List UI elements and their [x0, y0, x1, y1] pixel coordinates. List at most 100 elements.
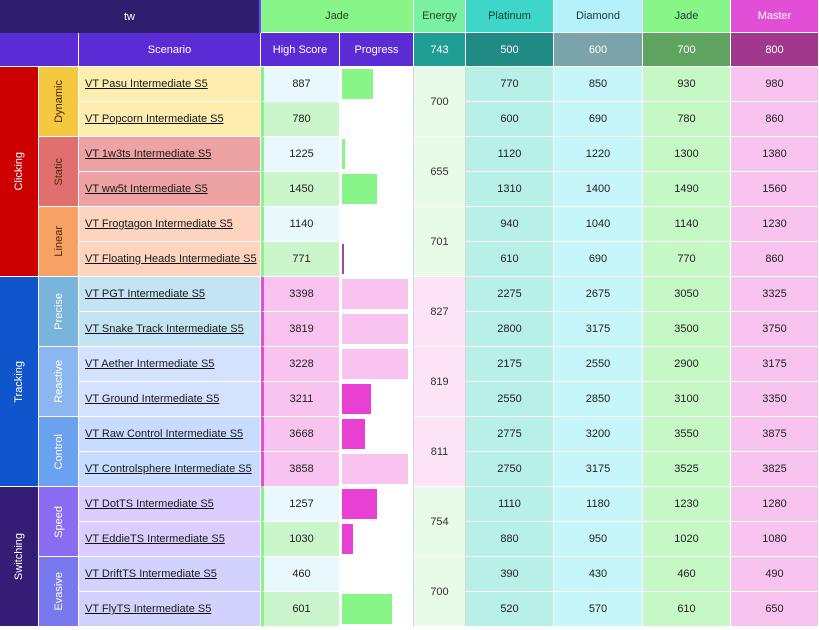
threshold-value: 950	[588, 533, 608, 545]
scenario-link[interactable]: VT Snake Track Intermediate S5	[79, 312, 261, 347]
rank-energy: 500	[500, 43, 519, 56]
scenario-link[interactable]: VT FlyTS Intermediate S5	[79, 592, 261, 627]
rank-threshold-1: 690	[554, 102, 643, 137]
rank-threshold-2: 1230	[643, 487, 731, 522]
progress-cell	[340, 522, 414, 557]
progress-cell	[340, 382, 414, 417]
scenario-link[interactable]: VT Frogtagon Intermediate S5	[79, 207, 261, 242]
scenario-label: Scenario	[147, 43, 192, 56]
subcategory-label: Linear	[52, 226, 65, 257]
category-clicking: Clicking	[0, 67, 39, 277]
scenario-link[interactable]: VT Controlsphere Intermediate S5	[79, 452, 261, 487]
threshold-value: 930	[677, 78, 696, 90]
progress-cell	[340, 487, 414, 522]
rank-threshold-3: 860	[731, 102, 819, 137]
threshold-value: 980	[765, 78, 784, 90]
threshold-value: 770	[500, 78, 519, 90]
scenario-link[interactable]: VT PGT Intermediate S5	[79, 277, 261, 312]
scenario-link[interactable]: VT Popcorn Intermediate S5	[79, 102, 261, 137]
rank-threshold-1: 3175	[554, 452, 643, 487]
subcategory-label: Reactive	[52, 360, 65, 403]
rank-threshold-2: 610	[643, 592, 731, 627]
scenario-link[interactable]: VT DriftTS Intermediate S5	[79, 557, 261, 592]
threshold-value: 1560	[762, 183, 787, 195]
high-score-value: 780	[292, 113, 311, 125]
energy-total: 743	[430, 43, 449, 56]
rank-threshold-2: 460	[643, 557, 731, 592]
high-score-column-header: High Score	[261, 33, 340, 67]
scenario-link[interactable]: VT ww5t Intermediate S5	[79, 172, 261, 207]
threshold-value: 2275	[497, 288, 522, 300]
subcategory-reactive: Reactive	[39, 347, 79, 417]
threshold-value: 1140	[674, 218, 699, 230]
rank-threshold-1: 1400	[554, 172, 643, 207]
rank-threshold-3: 3875	[731, 417, 819, 452]
rank-threshold-1: 430	[554, 557, 643, 592]
threshold-value: 3325	[762, 288, 787, 300]
threshold-value: 1230	[674, 498, 699, 510]
rank-threshold-1: 1040	[554, 207, 643, 242]
rank-threshold-2: 780	[643, 102, 731, 137]
rank-threshold-1: 2850	[554, 382, 643, 417]
scenario-link[interactable]: VT 1w3ts Intermediate S5	[79, 137, 261, 172]
rank-threshold-3: 3750	[731, 312, 819, 347]
scenario-link[interactable]: VT Ground Intermediate S5	[79, 382, 261, 417]
threshold-value: 650	[765, 603, 784, 615]
high-score-value: 1257	[289, 498, 314, 510]
rank-name: Master	[757, 10, 792, 22]
scenario-link[interactable]: VT Aether Intermediate S5	[79, 347, 261, 382]
scenario-link[interactable]: VT EddieTS Intermediate S5	[79, 522, 261, 557]
progress-bar	[342, 384, 371, 414]
rank-threshold-3: 3175	[731, 347, 819, 382]
energy-value: 754	[430, 515, 449, 528]
subcategory-energy: 811	[414, 417, 466, 487]
rank-threshold-2: 3100	[643, 382, 731, 417]
scenario-link[interactable]: VT DotTS Intermediate S5	[79, 487, 261, 522]
high-score-value: 3398	[289, 288, 314, 300]
rank-threshold-0: 520	[466, 592, 554, 627]
threshold-value: 880	[500, 533, 519, 545]
high-score-value: 3211	[289, 393, 314, 405]
scenario-name: VT FlyTS Intermediate S5	[85, 603, 212, 615]
subcategory-energy: 701	[414, 207, 466, 277]
rank-threshold-1: 3175	[554, 312, 643, 347]
scenario-link[interactable]: VT Floating Heads Intermediate S5	[79, 242, 261, 277]
scenario-name: VT Pasu Intermediate S5	[85, 78, 208, 90]
threshold-value: 2900	[674, 358, 699, 370]
current-rank-header: Jade	[261, 0, 414, 33]
subcategory-label: Dynamic	[52, 80, 65, 123]
scenario-name: VT PGT Intermediate S5	[85, 288, 206, 300]
threshold-value: 1220	[585, 148, 611, 160]
threshold-value: 770	[677, 253, 696, 265]
subcategory-evasive: Evasive	[39, 557, 79, 627]
header-spacer	[0, 33, 79, 67]
rank-threshold-0: 390	[466, 557, 554, 592]
scenario-name: VT Controlsphere Intermediate S5	[85, 463, 252, 475]
rank-threshold-0: 2800	[466, 312, 554, 347]
threshold-value: 3825	[762, 463, 787, 475]
scenario-link[interactable]: VT Pasu Intermediate S5	[79, 67, 261, 102]
high-score-cell: 601	[261, 592, 340, 627]
scenario-name: VT Floating Heads Intermediate S5	[85, 253, 257, 265]
scenario-link[interactable]: VT Raw Control Intermediate S5	[79, 417, 261, 452]
rank-threshold-3: 650	[731, 592, 819, 627]
threshold-value: 860	[765, 113, 784, 125]
rank-threshold-0: 770	[466, 67, 554, 102]
rank-threshold-1: 3200	[554, 417, 643, 452]
rank-header-3: Master	[731, 0, 819, 33]
rank-threshold-2: 1020	[643, 522, 731, 557]
rank-name: Platinum	[488, 10, 531, 22]
high-score-cell: 460	[261, 557, 340, 592]
category-switching: Switching	[0, 487, 39, 627]
high-score-cell: 887	[261, 67, 340, 102]
threshold-value: 3550	[674, 428, 699, 440]
rank-threshold-3: 1230	[731, 207, 819, 242]
rank-threshold-3: 1080	[731, 522, 819, 557]
progress-cell	[340, 557, 414, 592]
progress-bar	[342, 454, 408, 484]
high-score-value: 601	[292, 603, 311, 615]
rank-threshold-3: 1380	[731, 137, 819, 172]
subcategory-energy: 700	[414, 557, 466, 627]
threshold-value: 3175	[762, 358, 787, 370]
threshold-value: 490	[765, 568, 784, 580]
